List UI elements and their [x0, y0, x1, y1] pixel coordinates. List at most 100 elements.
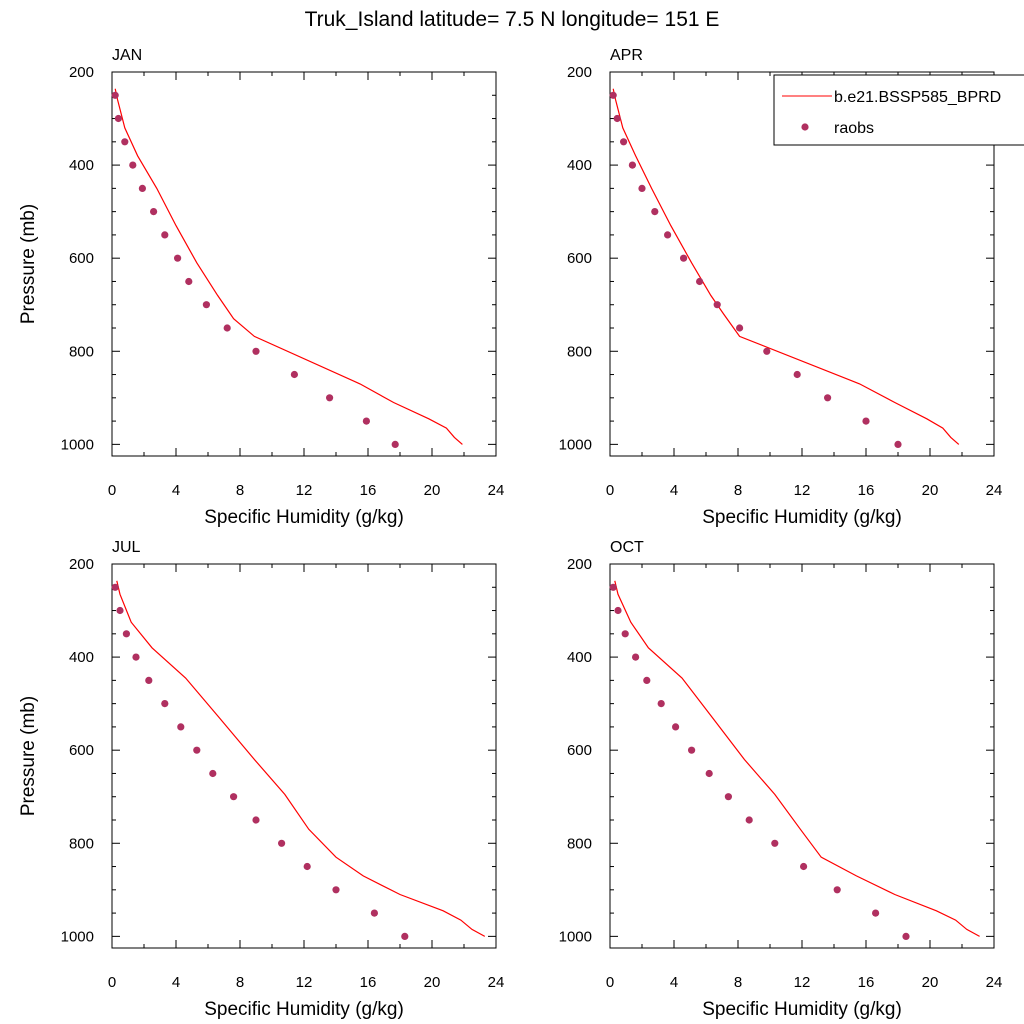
raobs-point [185, 277, 193, 286]
x-tick-label: 24 [986, 482, 1003, 499]
y-tick-label: 400 [567, 157, 592, 174]
raobs-point [824, 394, 832, 402]
raobs-point [872, 909, 880, 917]
raobs-point [121, 138, 129, 146]
panel-label: OCT [610, 539, 644, 556]
x-tick-label: 8 [734, 974, 742, 991]
raobs-point [657, 700, 665, 708]
x-tick-label: 16 [858, 974, 875, 991]
x-tick-label: 8 [236, 482, 244, 499]
y-tick-label: 400 [567, 649, 592, 666]
legend-marker-swatch [801, 123, 809, 131]
raobs-point [145, 676, 153, 685]
model-series-line [614, 580, 980, 937]
raobs-point [793, 370, 801, 379]
raobs-point [122, 630, 130, 638]
raobs-point [862, 417, 870, 425]
x-tick-label: 12 [794, 482, 811, 499]
x-tick-label: 20 [922, 482, 939, 499]
x-tick-label: 4 [670, 482, 678, 499]
y-axis-title: Pressure (mb) [18, 204, 39, 324]
raobs-point [614, 606, 622, 615]
y-tick-label: 200 [567, 556, 592, 573]
y-tick-label: 200 [69, 64, 94, 81]
raobs-point [763, 347, 771, 355]
y-tick-label: 800 [69, 835, 94, 852]
raobs-point [161, 700, 169, 708]
raobs-point [651, 208, 659, 216]
raobs-point [129, 161, 137, 169]
x-tick-label: 12 [296, 974, 313, 991]
raobs-point [800, 862, 808, 871]
x-tick-label: 24 [488, 974, 505, 991]
figure-title: Truk_Island latitude= 7.5 N longitude= 1… [305, 8, 720, 31]
model-series-line [114, 88, 463, 445]
x-tick-label: 20 [424, 974, 441, 991]
raobs-point [620, 138, 628, 146]
y-tick-label: 800 [567, 343, 592, 360]
y-tick-label: 600 [567, 250, 592, 267]
x-axis-title: Specific Humidity (g/kg) [702, 999, 902, 1020]
x-tick-label: 24 [986, 974, 1003, 991]
y-axis-title: Pressure (mb) [18, 696, 39, 816]
legend-box [773, 74, 1024, 146]
raobs-point [303, 862, 311, 871]
raobs-point [894, 440, 902, 448]
raobs-point [664, 231, 672, 239]
x-tick-label: 0 [108, 482, 116, 499]
raobs-point [688, 746, 696, 754]
y-tick-label: 800 [69, 343, 94, 360]
raobs-point [252, 347, 260, 355]
raobs-point [713, 301, 721, 309]
raobs-point [609, 583, 617, 591]
raobs-point [724, 793, 733, 801]
raobs-point [252, 816, 260, 824]
x-tick-label: 4 [172, 974, 180, 991]
x-tick-label: 12 [794, 974, 811, 991]
raobs-point [138, 184, 146, 192]
panel-oct: OCT 0 4 8 12 16 20 24 200 400 600 800 1000 Specific H… [559, 539, 1003, 1020]
y-tick-label: 1000 [559, 928, 592, 945]
x-tick-label: 24 [488, 482, 505, 499]
raobs-point [609, 91, 617, 99]
x-tick-label: 4 [670, 974, 678, 991]
x-axis-title: Specific Humidity (g/kg) [204, 999, 404, 1020]
raobs-point [177, 723, 185, 731]
x-axis-title: Specific Humidity (g/kg) [702, 507, 902, 528]
x-tick-label: 0 [108, 974, 116, 991]
raobs-point [290, 370, 298, 379]
raobs-point [771, 839, 779, 847]
panel-label: JAN [112, 47, 142, 64]
raobs-point [736, 324, 744, 332]
raobs-point [672, 723, 680, 731]
raobs-point [902, 932, 910, 941]
x-tick-label: 0 [606, 482, 614, 499]
raobs-point [696, 277, 704, 286]
raobs-point [116, 606, 124, 615]
plot-frame [111, 71, 497, 457]
panel-jan: JAN 0 4 8 12 16 20 24 200 400 600 800 1000 Specific H… [18, 47, 504, 528]
raobs-point [174, 254, 182, 262]
raobs-point [745, 816, 753, 824]
raobs-point [161, 231, 169, 239]
x-tick-label: 20 [424, 482, 441, 499]
raobs-point [223, 324, 231, 332]
raobs-point [632, 653, 640, 661]
panel-jul: JUL 0 4 8 12 16 20 24 200 400 600 800 1000 Specific H… [18, 539, 504, 1020]
plot-frame [609, 563, 995, 949]
raobs-point [326, 394, 334, 402]
x-tick-label: 20 [922, 974, 939, 991]
y-tick-label: 600 [567, 742, 592, 759]
x-tick-label: 16 [858, 482, 875, 499]
raobs-point [209, 769, 217, 778]
legend-model-label: b.e21.BSSP585_BPRD [834, 89, 1001, 106]
raobs-point [621, 630, 629, 638]
raobs-point [401, 932, 409, 941]
y-tick-label: 400 [69, 649, 94, 666]
raobs-point [705, 769, 713, 778]
raobs-point [111, 91, 119, 99]
y-tick-label: 400 [69, 157, 94, 174]
legend-obs-label: raobs [834, 120, 874, 137]
